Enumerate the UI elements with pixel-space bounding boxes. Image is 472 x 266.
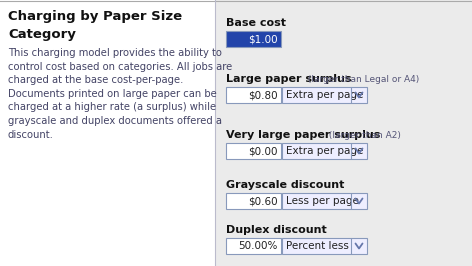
Bar [226,31,281,47]
Bar [0,0,215,266]
Text: Extra per page: Extra per page [286,146,363,156]
Text: Duplex discount: Duplex discount [226,225,327,235]
Text: 50.00%: 50.00% [239,241,278,251]
Text: This charging model provides the ability to
control cost based on categories. Al: This charging model provides the ability… [8,48,232,140]
Bar [215,0,472,266]
Text: Extra per page: Extra per page [286,90,363,100]
Bar [282,87,367,103]
Text: $1.00: $1.00 [248,34,278,44]
Text: Less per page: Less per page [286,196,359,206]
Text: $0.00: $0.00 [248,146,278,156]
Text: Grayscale discount: Grayscale discount [226,180,345,190]
Bar [282,193,367,209]
Text: Large paper surplus: Large paper surplus [226,74,352,84]
Bar [282,238,367,254]
Text: Percent less: Percent less [286,241,349,251]
Text: $0.60: $0.60 [248,196,278,206]
Text: Base cost: Base cost [226,18,286,28]
Text: Very large paper surplus: Very large paper surplus [226,130,380,140]
Bar [226,193,281,209]
Bar [226,87,281,103]
Text: Category: Category [8,28,76,41]
Bar [282,143,367,159]
Bar [226,238,281,254]
Text: (larger than Legal or A4): (larger than Legal or A4) [305,74,419,84]
Bar [226,143,281,159]
Text: Charging by Paper Size: Charging by Paper Size [8,10,182,23]
Text: $0.80: $0.80 [248,90,278,100]
Text: (larger than A2): (larger than A2) [326,131,401,139]
